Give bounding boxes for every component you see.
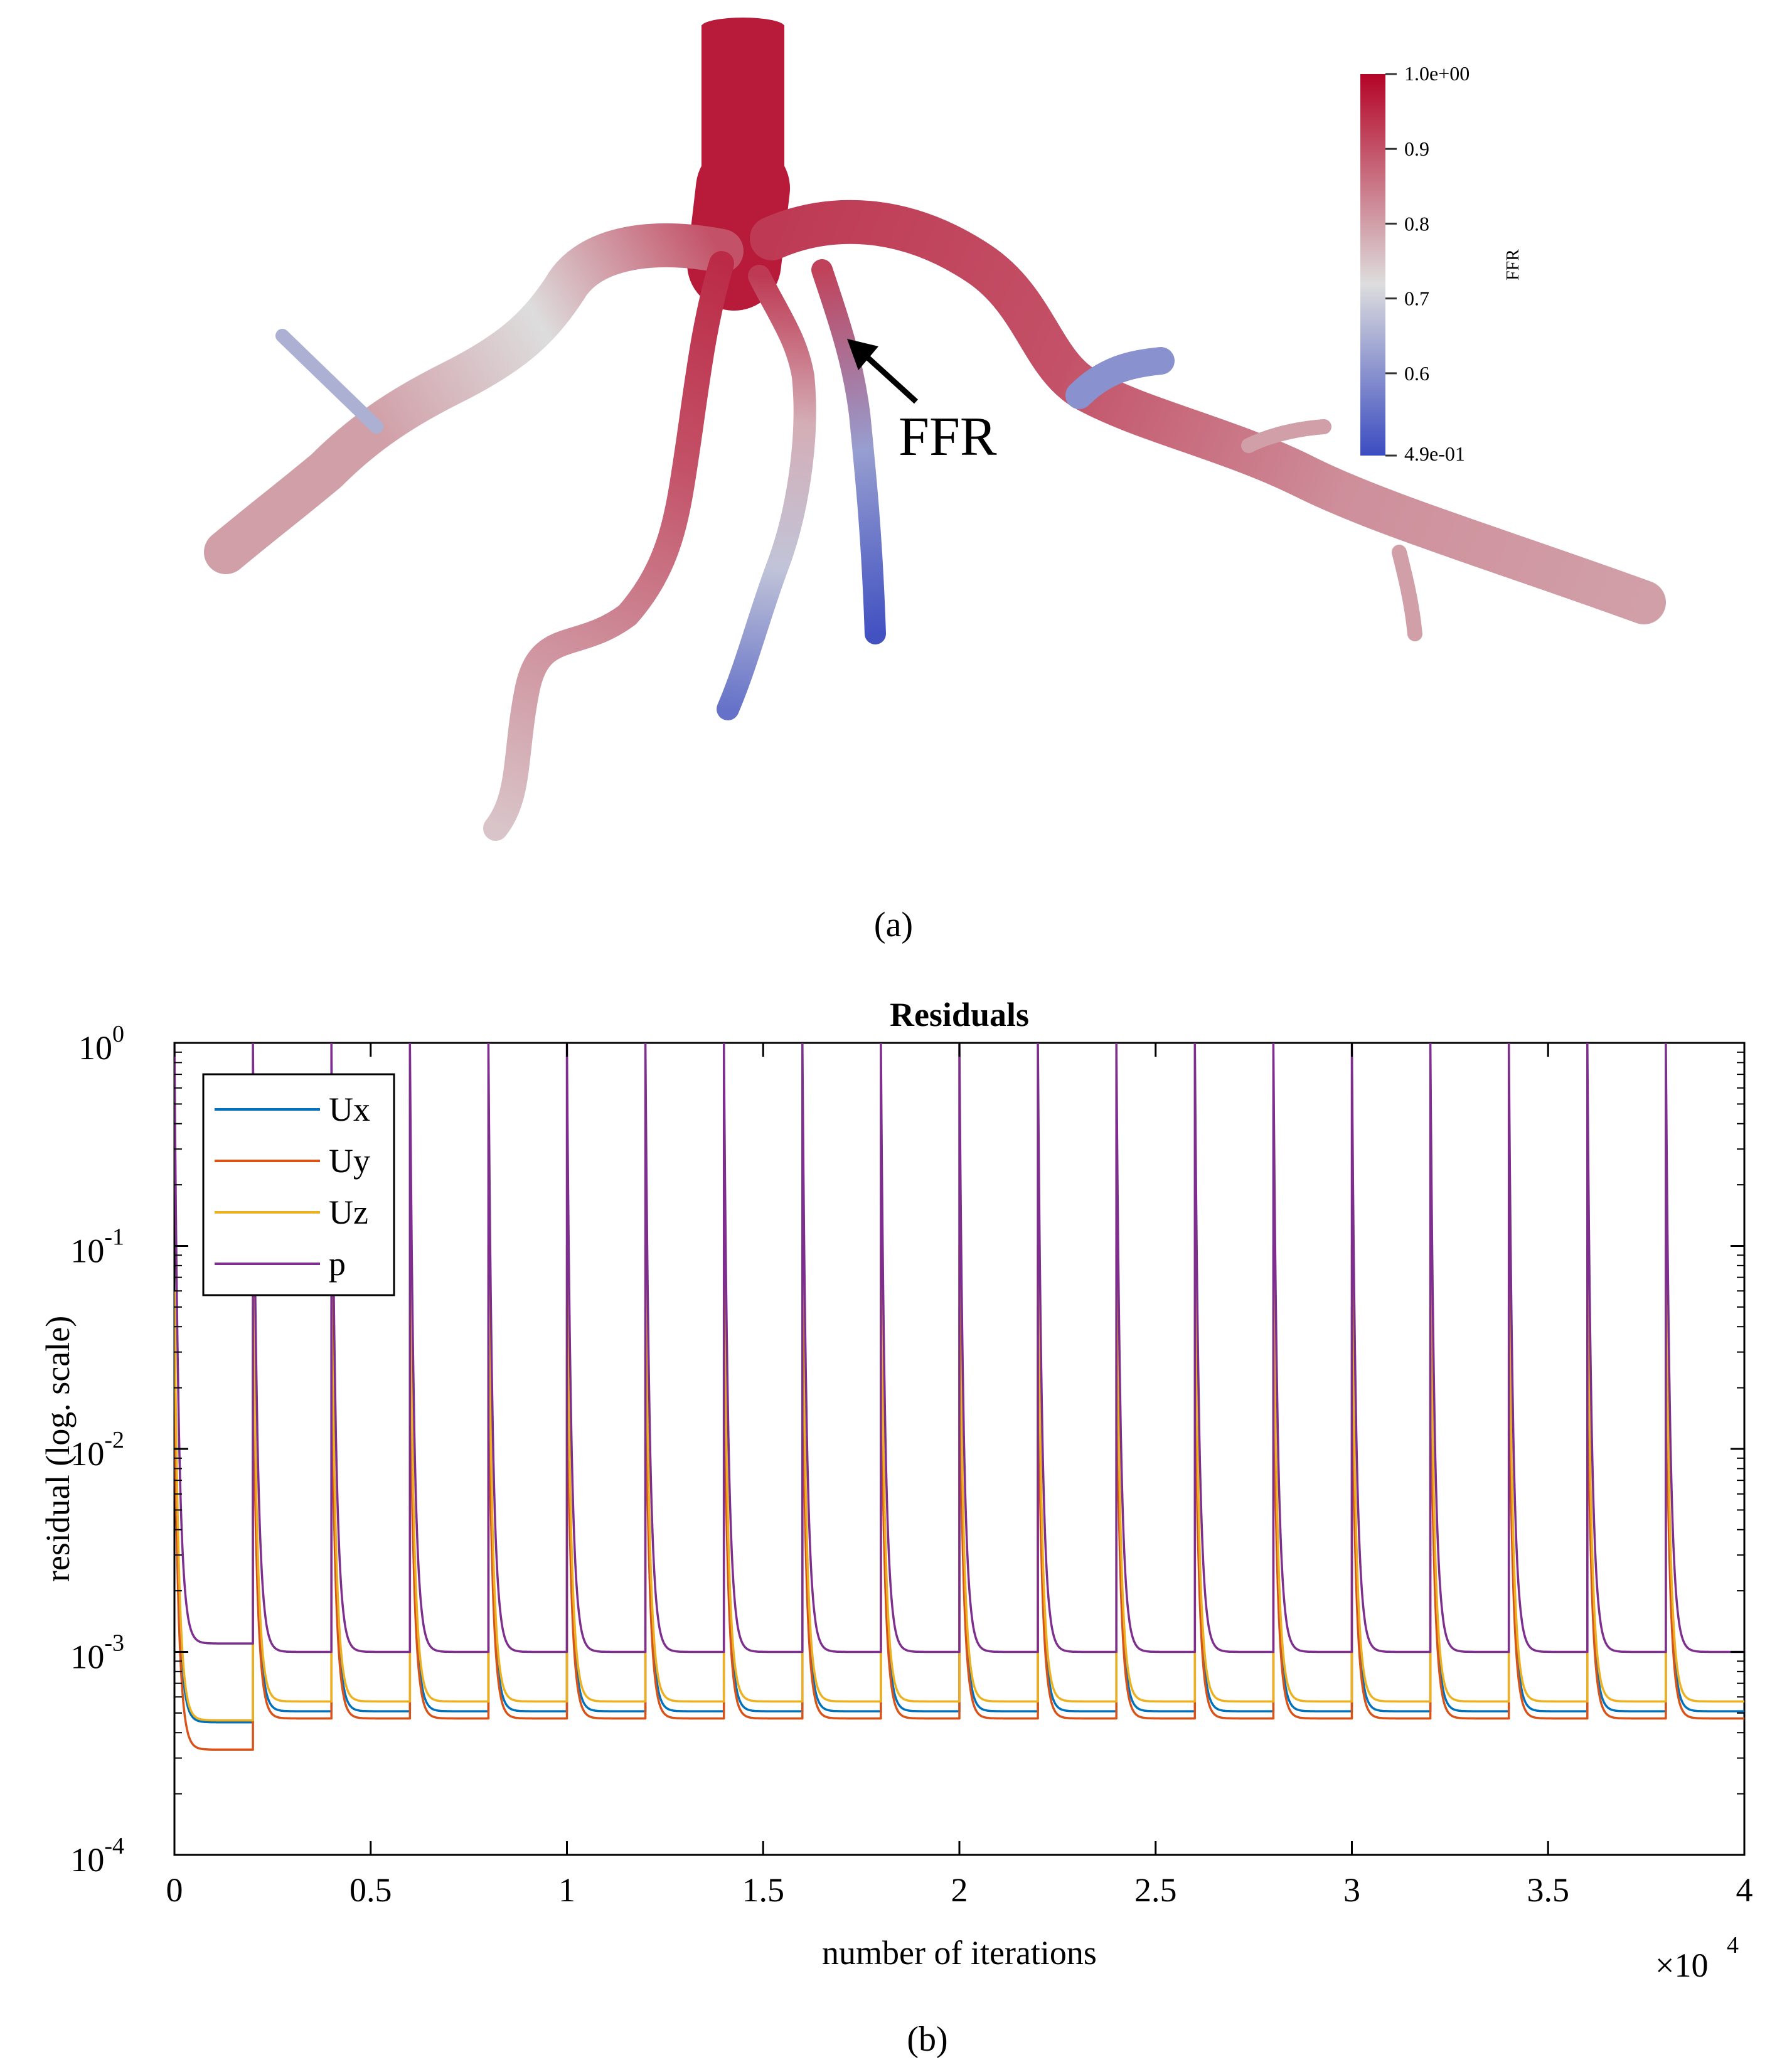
series-line-p bbox=[174, 1043, 1744, 1653]
ffr-annotation-label: FFR bbox=[899, 407, 997, 467]
y-axis-label: residual (log. scale) bbox=[39, 1316, 77, 1582]
y-tick-label: 10-4 bbox=[70, 1833, 124, 1879]
multiplier-text: ×10 bbox=[1655, 1947, 1708, 1984]
colorbar-tick-label: 0.6 bbox=[1404, 362, 1429, 385]
colorbar-max-label: 1.0e+00 bbox=[1404, 62, 1470, 85]
x-tick-label: 0.5 bbox=[349, 1871, 392, 1909]
y-tick-label: 100 bbox=[78, 1021, 124, 1067]
chart-legend: Ux Uy Uz p bbox=[202, 1073, 395, 1296]
panel-a-caption: (a) bbox=[874, 905, 913, 944]
x-tick-label: 4 bbox=[1736, 1871, 1753, 1909]
x-tick-label: 3 bbox=[1343, 1871, 1360, 1909]
y-tick-exponent: -1 bbox=[104, 1224, 124, 1251]
legend-label-uz: Uz bbox=[329, 1194, 368, 1231]
vessel-branch-1 bbox=[483, 251, 734, 841]
legend-box bbox=[202, 1073, 395, 1296]
colorbar-gradient bbox=[1360, 74, 1385, 456]
legend-label-uy: Uy bbox=[329, 1142, 370, 1180]
arrow-shaft bbox=[858, 349, 919, 404]
vessel-branch-3 bbox=[811, 259, 886, 644]
x-tick-label: 2.5 bbox=[1134, 1871, 1177, 1909]
aorta-top-cap bbox=[701, 18, 784, 35]
panel-b-residuals-chart: Residuals 0 0.5 1 1.5 2 2.5 3 3.5 4 10010-110-21… bbox=[39, 996, 1753, 2059]
x-tick-label: 0 bbox=[166, 1871, 183, 1909]
vessel-left-branch bbox=[204, 223, 744, 574]
y-tick-exponent: -2 bbox=[104, 1427, 124, 1453]
y-tick-label: 10-3 bbox=[70, 1630, 124, 1676]
colorbar-tick-label: 0.8 bbox=[1404, 212, 1429, 235]
legend-label-ux: Ux bbox=[329, 1091, 370, 1128]
vessel-right-spur-lower bbox=[1392, 545, 1422, 641]
panel-b-caption: (b) bbox=[907, 2020, 947, 2059]
x-tick-label: 3.5 bbox=[1527, 1871, 1570, 1909]
arrowhead-icon bbox=[847, 339, 878, 370]
legend-label-p: p bbox=[329, 1245, 346, 1283]
y-axis-ticks: 100 10-1 10-2 10-3 10-4 bbox=[70, 1021, 1744, 1879]
vessel-branch-2 bbox=[717, 265, 816, 720]
y-tick-exponent: 0 bbox=[112, 1021, 124, 1047]
series-lines bbox=[174, 1043, 1744, 1751]
coronary-vessel-tree bbox=[204, 18, 1666, 841]
vessel-right-spur-upper bbox=[1241, 419, 1331, 453]
x-tick-label: 2 bbox=[951, 1871, 968, 1909]
vessel-right-stub bbox=[1065, 347, 1175, 409]
multiplier-exponent: 4 bbox=[1727, 1932, 1739, 1958]
x-axis-ticks: 0 0.5 1 1.5 2 2.5 3 3.5 4 bbox=[166, 1043, 1753, 1909]
ffr-arrow-annotation: FFR bbox=[847, 339, 997, 467]
y-tick-label: 10-1 bbox=[70, 1224, 124, 1270]
panel-a-vessel-model: FFR 0.9 0.8 0.7 0.6 1.0e+00 4.9e-01 FFR (a) bbox=[204, 18, 1666, 944]
vessel-left-spur bbox=[275, 329, 383, 434]
colorbar-tick-label: 0.9 bbox=[1404, 137, 1429, 160]
colorbar-tick-label: 0.7 bbox=[1404, 287, 1429, 310]
x-tick-label: 1.5 bbox=[742, 1871, 785, 1909]
vessel-right-branch bbox=[750, 200, 1666, 624]
colorbar-min-label: 4.9e-01 bbox=[1404, 442, 1465, 465]
chart-title: Residuals bbox=[890, 996, 1029, 1033]
ffr-colorbar: 0.9 0.8 0.7 0.6 1.0e+00 4.9e-01 FFR bbox=[1360, 62, 1523, 465]
colorbar-ticks: 0.9 0.8 0.7 0.6 bbox=[1385, 73, 1429, 457]
x-axis-label: number of iterations bbox=[822, 1934, 1097, 1972]
x-tick-label: 1 bbox=[558, 1871, 575, 1909]
y-tick-exponent: -3 bbox=[104, 1630, 124, 1657]
y-tick-label: 10-2 bbox=[70, 1427, 124, 1473]
x-axis-multiplier: ×10 4 bbox=[1655, 1932, 1739, 1984]
colorbar-title: FFR bbox=[1503, 249, 1523, 280]
y-tick-exponent: -4 bbox=[104, 1833, 124, 1859]
